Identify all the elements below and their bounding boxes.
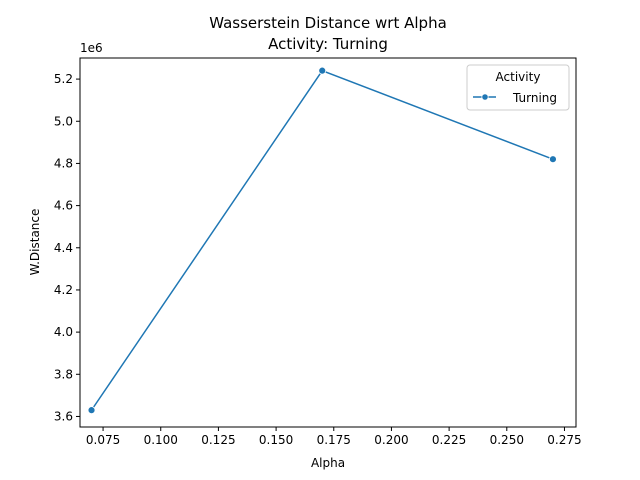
x-axis-ticks: 0.075 0.100 0.125 0.150 0.175 0.200 0.225 0.250… — [86, 427, 582, 447]
y-axis-ticks: 3.6 3.8 4.0 4.2 4.4 4.6 4.8 5.0 5.2 — [54, 72, 80, 423]
y-tick-label: 4.2 — [54, 283, 73, 297]
data-point — [549, 155, 557, 164]
x-tick-label: 0.125 — [201, 433, 235, 447]
x-tick-label: 0.225 — [432, 433, 466, 447]
y-tick-label: 4.8 — [54, 156, 73, 170]
chart-title: Wasserstein Distance wrt Alpha — [209, 14, 447, 32]
x-axis-label: Alpha — [311, 456, 345, 470]
plot-frame — [79, 57, 577, 428]
legend: Activity Turning — [466, 64, 570, 111]
x-tick-label: 0.075 — [86, 433, 120, 447]
legend-box — [466, 64, 570, 111]
series-line-turning — [90, 69, 554, 411]
y-axis-label: W.Distance — [28, 209, 42, 276]
y-tick-label: 5.0 — [54, 114, 73, 128]
chart-subtitle: Activity: Turning — [268, 35, 388, 53]
y-tick-label: 5.2 — [54, 72, 73, 86]
x-tick-label: 0.175 — [317, 433, 351, 447]
y-tick-label: 4.6 — [54, 199, 73, 213]
y-tick-label: 4.0 — [54, 325, 73, 339]
series-layer — [87, 66, 557, 415]
y-tick-label: 3.6 — [54, 409, 73, 423]
data-point — [87, 406, 96, 415]
legend-title: Activity — [496, 70, 541, 84]
x-tick-label: 0.250 — [490, 433, 524, 447]
y-tick-label: 3.8 — [54, 367, 73, 381]
legend-entry-turning: Turning — [512, 91, 557, 105]
x-tick-label: 0.100 — [144, 433, 178, 447]
y-offset-label: 1e6 — [80, 41, 103, 55]
x-tick-label: 0.275 — [547, 433, 581, 447]
y-tick-label: 4.4 — [54, 241, 73, 255]
x-tick-label: 0.200 — [374, 433, 408, 447]
legend-marker-dot — [481, 93, 489, 101]
x-tick-label: 0.150 — [259, 433, 293, 447]
data-point — [318, 66, 327, 75]
